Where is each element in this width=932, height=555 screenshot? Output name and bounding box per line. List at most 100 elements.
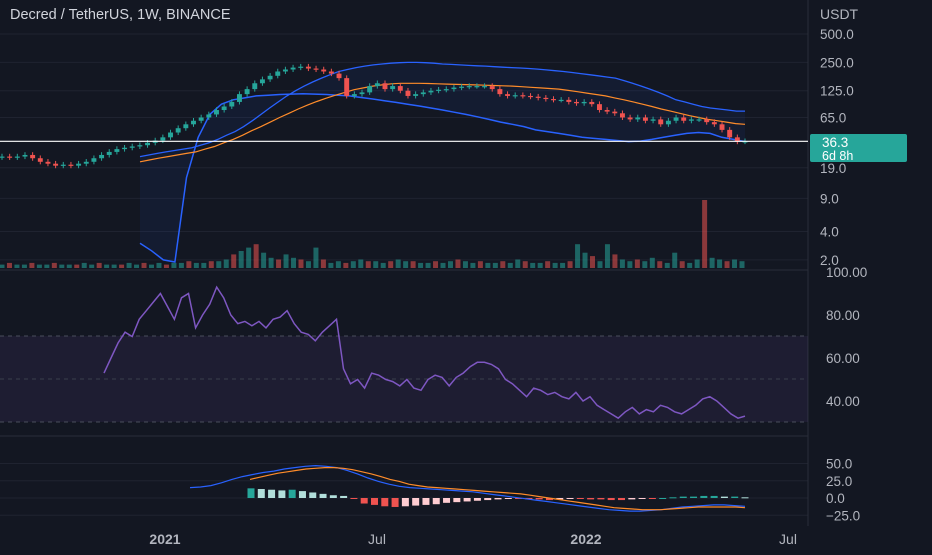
volume-bar xyxy=(500,261,506,268)
macd-histogram-bar xyxy=(443,498,451,503)
candle-body xyxy=(734,137,740,142)
candle-body xyxy=(99,154,105,159)
volume-bar xyxy=(664,262,670,268)
volume-bar xyxy=(208,261,214,268)
volume-bar xyxy=(231,254,237,268)
volume-bar xyxy=(470,262,476,268)
candle-body xyxy=(137,145,143,147)
candle-body xyxy=(344,78,350,96)
price-tick-label: 65.0 xyxy=(820,110,846,125)
volume-bar xyxy=(530,262,536,268)
candle-body xyxy=(727,129,733,138)
candle-body xyxy=(436,89,442,91)
macd-histogram-bar xyxy=(422,498,430,505)
candle-body xyxy=(673,117,679,121)
candlesticks xyxy=(0,63,748,169)
volume-bar xyxy=(193,262,199,268)
candle-body xyxy=(160,137,166,141)
volume-bar xyxy=(126,262,132,268)
volume-bar xyxy=(627,261,633,268)
volume-bar xyxy=(515,259,521,268)
candle-body xyxy=(627,117,633,120)
price-tick-label: 250.0 xyxy=(820,55,854,70)
macd-histogram-bar xyxy=(690,496,698,498)
rsi-tick-label: 40.00 xyxy=(826,394,860,409)
candle-body xyxy=(574,101,579,104)
macd-histogram-bar xyxy=(679,496,687,498)
volume-bar xyxy=(395,259,401,268)
candle-body xyxy=(60,164,66,166)
candle-body xyxy=(91,158,97,162)
candle-body xyxy=(267,75,273,80)
candle-body xyxy=(282,69,288,72)
candle-body xyxy=(497,89,503,95)
macd-histogram-bar xyxy=(360,498,368,504)
volume-bar xyxy=(283,254,289,268)
macd-histogram-bar xyxy=(545,498,553,501)
candle-body xyxy=(581,101,587,104)
volume-bar xyxy=(455,259,461,268)
volume-bar xyxy=(343,262,349,268)
candle-body xyxy=(642,117,648,121)
volume-bar xyxy=(642,261,648,268)
price-tick-label: 4.0 xyxy=(820,225,839,240)
macd-histogram-bar xyxy=(587,498,595,500)
candle-body xyxy=(168,132,173,138)
volume-bar xyxy=(246,247,252,268)
volume-bar xyxy=(305,261,311,268)
macd-histogram-bar xyxy=(535,498,543,500)
candle-body xyxy=(53,163,59,166)
candle-body xyxy=(298,66,304,68)
time-tick-label: 2021 xyxy=(149,531,180,547)
bollinger-upper-line xyxy=(139,61,745,158)
volume-bar xyxy=(410,261,416,268)
macd-histogram-bar xyxy=(607,498,615,501)
currency-label: USDT xyxy=(820,6,859,22)
volume-bar xyxy=(163,264,169,268)
candle-body xyxy=(359,92,365,95)
candle-body xyxy=(650,119,656,121)
candle-body xyxy=(535,96,541,98)
volume-bar xyxy=(567,261,573,268)
volume-bar xyxy=(171,262,177,268)
candle-body xyxy=(129,146,135,148)
candle-body xyxy=(543,97,549,100)
candle-body xyxy=(183,124,189,129)
volume-bar xyxy=(29,262,35,268)
volume-bar xyxy=(477,261,483,268)
macd-histogram-bar xyxy=(298,491,306,498)
candle-body xyxy=(206,114,212,118)
candle-body xyxy=(688,119,694,121)
candle-body xyxy=(596,104,602,111)
candle-body xyxy=(244,89,250,95)
volume-bar xyxy=(649,257,655,268)
volume-bar xyxy=(350,261,356,268)
volume-bar xyxy=(604,244,610,268)
volume-bar xyxy=(141,262,147,268)
candle-body xyxy=(528,95,533,98)
volume-bar xyxy=(687,262,693,268)
macd-histogram-bar xyxy=(669,497,677,499)
candle-body xyxy=(612,111,618,114)
volume-bar xyxy=(178,262,184,268)
volume-bar xyxy=(14,264,20,268)
volume-bar xyxy=(403,261,409,268)
price-axis-ticks: 500.0 250.0 125.0 65.0 19.0 9.0 4.0 2.0 xyxy=(820,27,854,268)
candle-body xyxy=(466,86,472,88)
macd-histogram-bar xyxy=(638,498,646,499)
macd-histogram-bar xyxy=(319,493,327,498)
macd-histogram-bar xyxy=(576,498,584,499)
candle-body xyxy=(214,110,219,115)
candle-body xyxy=(711,122,717,125)
volume-bar xyxy=(59,264,65,268)
volume-bar xyxy=(373,261,379,268)
candle-body xyxy=(459,86,465,88)
candle-body xyxy=(68,164,74,166)
candle-body xyxy=(221,106,227,111)
volume-bar xyxy=(522,261,528,268)
candle-body xyxy=(22,154,28,157)
macd-histogram-bar xyxy=(432,498,440,505)
